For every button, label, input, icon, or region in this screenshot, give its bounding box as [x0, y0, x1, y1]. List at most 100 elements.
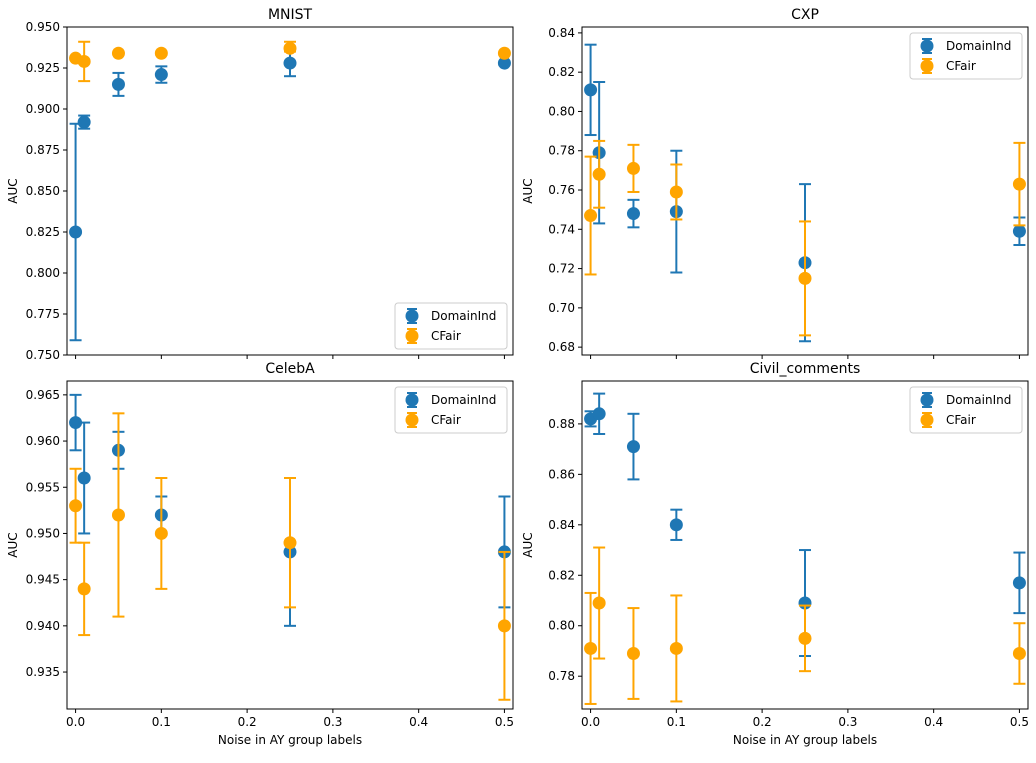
data-point	[154, 526, 168, 540]
y-axis-label: AUC	[6, 532, 20, 557]
data-point	[798, 631, 812, 645]
legend-label: CFair	[431, 413, 461, 427]
data-point	[669, 641, 683, 655]
data-point	[669, 518, 683, 532]
y-tick-label: 0.84	[548, 26, 575, 40]
series-domainind	[69, 48, 511, 342]
x-tick-label: 0.0	[66, 715, 85, 729]
panel-title: CXP	[791, 7, 819, 23]
data-point	[154, 46, 168, 60]
data-point	[1012, 224, 1026, 238]
data-point	[77, 54, 91, 68]
data-point	[592, 596, 606, 610]
x-tick-label: 0.5	[1010, 715, 1029, 729]
axes-frame	[66, 380, 514, 710]
data-point	[669, 185, 683, 199]
y-axis-label: AUC	[6, 178, 20, 203]
x-tick-label: 0.0	[581, 715, 600, 729]
axes-frame	[581, 26, 1029, 356]
panel-title: MNIST	[268, 7, 313, 23]
x-axis-label: Noise in AY group labels	[218, 733, 362, 747]
y-tick-label: 0.80	[548, 619, 575, 633]
panel-civil-comments: Civil_comments 0.78 0.80 0.82 0.84 0.86 0.88 0.…	[521, 361, 1029, 747]
x-tick-label: 0.4	[409, 715, 428, 729]
legend-label: DomainInd	[946, 393, 1011, 407]
x-tick-label: 0.2	[238, 715, 257, 729]
data-point	[77, 115, 91, 129]
y-tick-label: 0.925	[26, 61, 60, 75]
series-cfair	[69, 412, 511, 701]
data-point	[584, 641, 598, 655]
panel-celeba: CelebA 0.935 0.940 0.945 0.950 0.955 0.960 0.96…	[6, 361, 514, 747]
legend-box	[394, 386, 508, 434]
legend-marker	[405, 413, 419, 427]
series-cfair	[69, 40, 511, 83]
axes-frame	[581, 380, 1029, 710]
data-point	[497, 619, 511, 633]
y-tick-label: 0.82	[548, 568, 575, 582]
y-tick-label: 0.940	[26, 619, 60, 633]
y-tick-label: 0.750	[26, 348, 60, 362]
data-point	[497, 46, 511, 60]
legend: DomainInd CFair	[909, 386, 1023, 434]
x-tick-label: 0.3	[323, 715, 342, 729]
data-point	[626, 440, 640, 454]
data-point	[626, 646, 640, 660]
data-point	[584, 83, 598, 97]
legend-label: DomainInd	[946, 39, 1011, 53]
y-tick-label: 0.950	[26, 20, 60, 34]
legend-marker	[405, 309, 419, 323]
panel-title: Civil_comments	[750, 361, 861, 377]
data-point	[1012, 177, 1026, 191]
y-tick-label: 0.960	[26, 434, 60, 448]
data-point	[77, 471, 91, 485]
y-tick-label: 0.68	[548, 340, 575, 354]
data-point	[798, 271, 812, 285]
data-point	[154, 68, 168, 82]
legend-marker	[405, 393, 419, 407]
x-tick-label: 0.1	[152, 715, 171, 729]
y-tick-label: 0.88	[548, 417, 575, 431]
legend-label: CFair	[431, 329, 461, 343]
y-tick-label: 0.78	[548, 144, 575, 158]
data-point	[626, 161, 640, 175]
series-cfair	[584, 546, 1026, 705]
y-axis-label: AUC	[521, 178, 535, 203]
x-tick-label: 0.2	[753, 715, 772, 729]
legend-box	[909, 32, 1023, 80]
y-tick-label: 0.78	[548, 669, 575, 683]
legend-marker	[920, 393, 934, 407]
legend-marker	[920, 59, 934, 73]
y-tick-label: 0.955	[26, 480, 60, 494]
data-point	[111, 46, 125, 60]
y-tick-label: 0.825	[26, 225, 60, 239]
x-tick-label: 0.4	[924, 715, 943, 729]
y-tick-label: 0.84	[548, 518, 575, 532]
series-cfair	[584, 139, 1026, 337]
panel-title: CelebA	[265, 361, 315, 377]
data-point	[69, 416, 83, 430]
legend-label: DomainInd	[431, 393, 496, 407]
data-point	[497, 56, 511, 70]
legend-box	[394, 302, 508, 350]
x-tick-label: 0.1	[667, 715, 686, 729]
legend-marker	[920, 413, 934, 427]
y-axis-label: AUC	[521, 532, 535, 557]
data-point	[69, 225, 83, 239]
legend-label: CFair	[946, 59, 976, 73]
data-point	[283, 56, 297, 70]
y-tick-label: 0.76	[548, 183, 575, 197]
y-tick-label: 0.875	[26, 143, 60, 157]
y-tick-label: 0.945	[26, 573, 60, 587]
y-tick-label: 0.965	[26, 388, 60, 402]
data-point	[584, 209, 598, 223]
y-tick-label: 0.70	[548, 301, 575, 315]
y-tick-label: 0.82	[548, 65, 575, 79]
y-tick-label: 0.900	[26, 102, 60, 116]
legend: DomainInd CFair	[909, 32, 1023, 80]
y-tick-label: 0.935	[26, 665, 60, 679]
panel-cxp: CXP 0.68 0.70 0.72 0.74 0.76 0.78 0.80 0.82 0.84 A…	[521, 7, 1029, 359]
data-point	[77, 582, 91, 596]
legend: DomainInd CFair	[394, 302, 508, 350]
